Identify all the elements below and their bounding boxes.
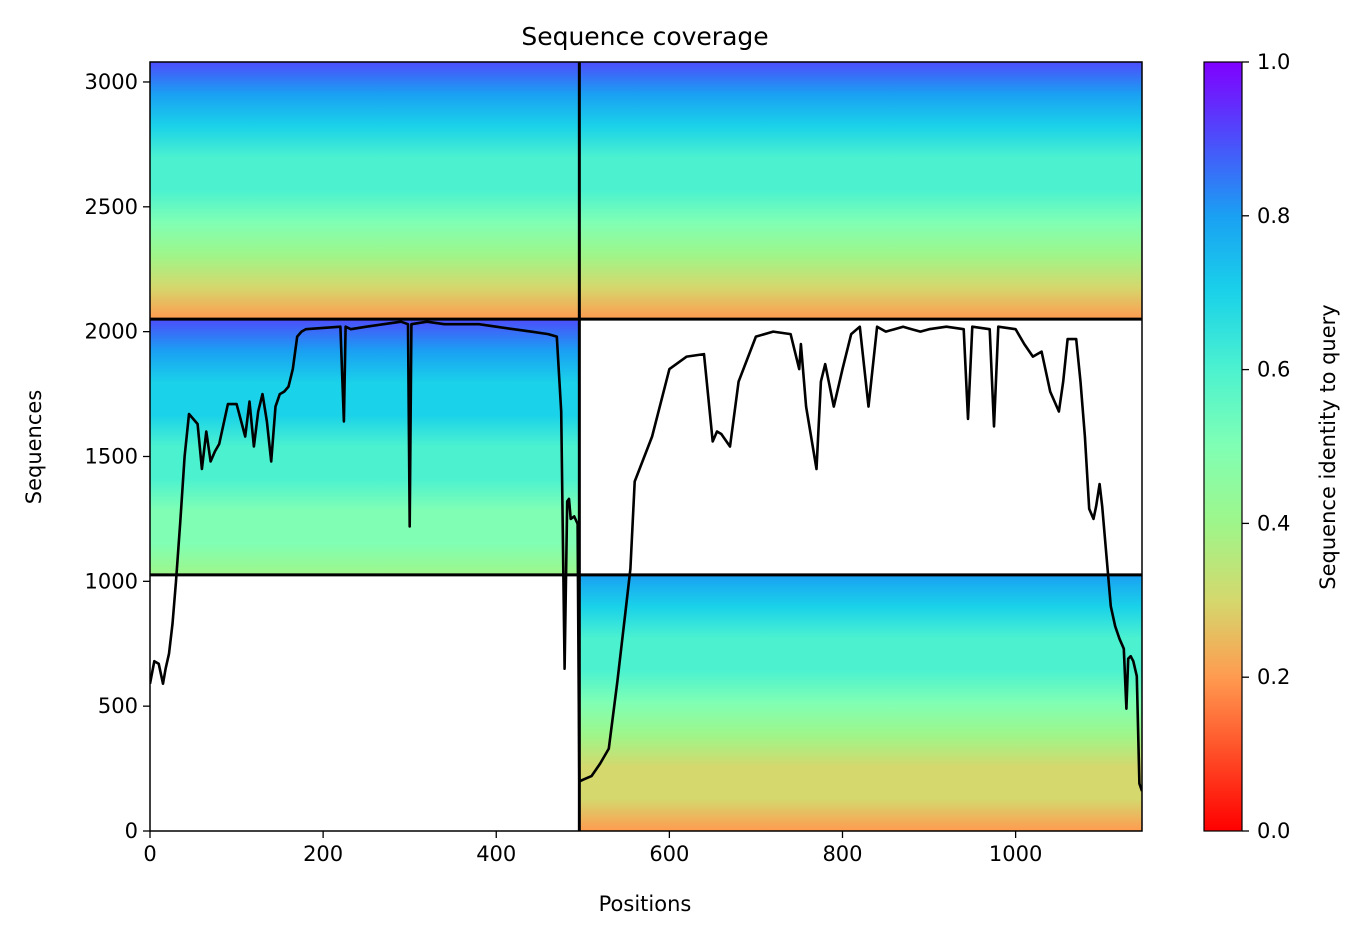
colorbar-tick-label: 0.0 bbox=[1257, 819, 1290, 843]
y-tick-label: 1500 bbox=[85, 444, 138, 468]
coverage-block bbox=[150, 62, 580, 320]
colorbar-label: Sequence identity to query bbox=[1316, 304, 1340, 589]
chart-title: Sequence coverage bbox=[521, 22, 768, 51]
coverage-heatmap bbox=[150, 62, 1142, 831]
plot-frame bbox=[149, 61, 1143, 832]
x-axis: 0 200 400 600 800 1000 bbox=[143, 831, 1042, 866]
y-axis: 0 500 1000 1500 2000 2500 3000 bbox=[85, 70, 150, 843]
y-tick-label: 2500 bbox=[85, 195, 138, 219]
x-tick-label: 0 bbox=[143, 842, 156, 866]
colorbar bbox=[1203, 61, 1243, 832]
x-tick-label: 1000 bbox=[989, 842, 1042, 866]
coverage-line bbox=[150, 320, 1142, 792]
colorbar-axis: 0.0 0.2 0.4 0.6 0.8 1.0 bbox=[1242, 50, 1290, 843]
coverage-block bbox=[579, 62, 1142, 320]
y-axis-label: Sequences bbox=[22, 390, 46, 505]
colorbar-tick-label: 0.2 bbox=[1257, 665, 1290, 689]
colorbar-tick-label: 0.6 bbox=[1257, 358, 1290, 382]
colorbar-tick-label: 0.4 bbox=[1257, 511, 1290, 535]
x-axis-label: Positions bbox=[599, 892, 692, 916]
y-tick-label: 1000 bbox=[85, 569, 138, 593]
y-tick-label: 500 bbox=[98, 694, 138, 718]
coverage-block bbox=[150, 319, 580, 575]
x-tick-label: 200 bbox=[303, 842, 343, 866]
x-tick-label: 600 bbox=[649, 842, 689, 866]
y-tick-label: 3000 bbox=[85, 70, 138, 94]
coverage-line-layer bbox=[150, 320, 1142, 792]
y-tick-label: 2000 bbox=[85, 320, 138, 344]
x-tick-label: 400 bbox=[476, 842, 516, 866]
colorbar-tick-label: 0.8 bbox=[1257, 204, 1290, 228]
coverage-block bbox=[579, 574, 1142, 831]
x-tick-label: 800 bbox=[822, 842, 862, 866]
y-tick-label: 0 bbox=[125, 819, 138, 843]
colorbar-tick-label: 1.0 bbox=[1257, 50, 1290, 74]
